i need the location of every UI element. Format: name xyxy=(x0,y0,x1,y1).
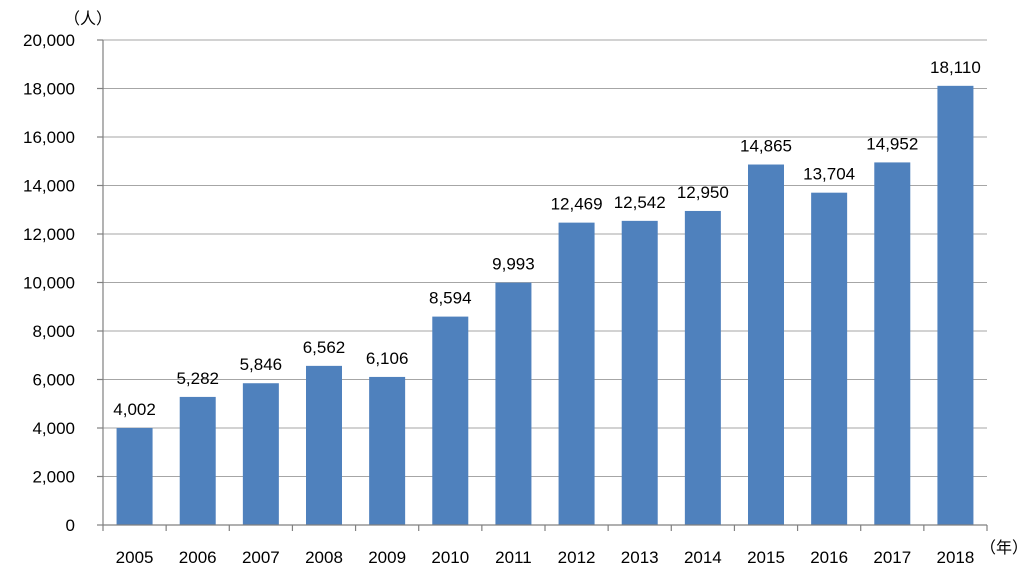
x-tick-label: 2006 xyxy=(179,548,217,567)
y-tick-label: 18,000 xyxy=(23,80,75,99)
y-tick-label: 8,000 xyxy=(32,322,75,341)
gridlines xyxy=(103,39,987,477)
y-tick-label: 0 xyxy=(66,516,75,535)
bar xyxy=(306,365,342,525)
x-tick-label: 2012 xyxy=(558,548,596,567)
data-label: 12,469 xyxy=(551,195,603,214)
data-label: 12,950 xyxy=(677,183,729,202)
bar xyxy=(748,164,784,525)
y-tick-label: 6,000 xyxy=(32,371,75,390)
bar xyxy=(621,220,658,525)
bar xyxy=(369,376,406,525)
x-tick-label: 2010 xyxy=(431,548,469,567)
bars xyxy=(116,85,974,526)
data-label: 6,106 xyxy=(366,349,409,368)
bar xyxy=(937,85,974,526)
data-label: 5,846 xyxy=(240,355,283,374)
bar xyxy=(432,316,469,525)
data-label: 9,993 xyxy=(492,255,535,274)
x-tick-label: 2017 xyxy=(873,548,911,567)
data-label: 14,952 xyxy=(866,134,918,153)
bar xyxy=(684,210,721,525)
x-tick-label: 2007 xyxy=(242,548,280,567)
x-tick-label: 2016 xyxy=(810,548,848,567)
x-tick-label: 2018 xyxy=(937,548,975,567)
bar xyxy=(179,396,216,525)
bar xyxy=(811,192,848,526)
axes xyxy=(97,39,988,531)
y-unit-label: （人） xyxy=(64,10,112,28)
data-label: 18,110 xyxy=(930,58,981,77)
y-tick-label: 10,000 xyxy=(23,274,75,293)
bar xyxy=(116,427,153,525)
x-tick-label: 2014 xyxy=(684,548,722,567)
x-tick-label: 2008 xyxy=(305,548,343,567)
x-tick-label: 2013 xyxy=(621,548,659,567)
bar xyxy=(242,383,279,525)
data-label: 6,562 xyxy=(303,338,346,357)
y-tick-label: 16,000 xyxy=(23,128,75,147)
data-label: 13,704 xyxy=(803,165,855,184)
bar xyxy=(874,162,911,525)
x-tick-label: 2011 xyxy=(495,548,532,567)
bar xyxy=(558,222,595,525)
x-tick-label: 2005 xyxy=(116,548,154,567)
y-tick-label: 12,000 xyxy=(23,225,75,244)
data-label: 14,865 xyxy=(740,137,792,156)
y-tick-label: 14,000 xyxy=(23,177,75,196)
data-label: 12,542 xyxy=(614,193,666,212)
data-label: 4,002 xyxy=(113,400,156,419)
data-label: 5,282 xyxy=(176,369,219,388)
x-unit-label: （年） xyxy=(980,539,1027,557)
y-tick-label: 20,000 xyxy=(23,31,75,50)
bar xyxy=(495,282,532,525)
labels: 0 2,000 4,000 6,000 8,000 10,000 12,000 14,000 1… xyxy=(23,31,981,567)
x-tick-label: 2009 xyxy=(368,548,406,567)
y-tick-label: 2,000 xyxy=(32,468,75,487)
y-tick-label: 4,000 xyxy=(32,419,75,438)
data-label: 8,594 xyxy=(429,289,472,308)
x-tick-label: 2015 xyxy=(747,548,785,567)
